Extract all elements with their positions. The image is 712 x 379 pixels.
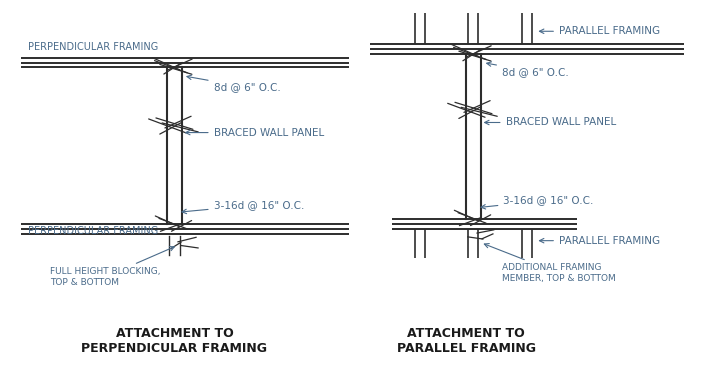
Text: PERPENDICULAR FRAMING: PERPENDICULAR FRAMING: [28, 42, 159, 52]
Text: 8d @ 6" O.C.: 8d @ 6" O.C.: [187, 75, 281, 92]
Text: PARALLEL FRAMING: PARALLEL FRAMING: [540, 236, 660, 246]
Text: PARALLEL FRAMING: PARALLEL FRAMING: [540, 26, 660, 36]
Text: ATTACHMENT TO: ATTACHMENT TO: [115, 327, 234, 340]
Text: PERPENDICULAR FRAMING: PERPENDICULAR FRAMING: [81, 342, 268, 355]
Text: PARALLEL FRAMING: PARALLEL FRAMING: [397, 342, 536, 355]
Text: ADDITIONAL FRAMING
MEMBER, TOP & BOTTOM: ADDITIONAL FRAMING MEMBER, TOP & BOTTOM: [484, 244, 616, 283]
Text: BRACED WALL PANEL: BRACED WALL PANEL: [186, 128, 324, 138]
Text: BRACED WALL PANEL: BRACED WALL PANEL: [485, 117, 616, 127]
Text: FULL HEIGHT BLOCKING,
TOP & BOTTOM: FULL HEIGHT BLOCKING, TOP & BOTTOM: [50, 247, 174, 287]
Text: PERPENDICULAR FRAMING: PERPENDICULAR FRAMING: [28, 226, 159, 236]
Text: 8d @ 6" O.C.: 8d @ 6" O.C.: [487, 62, 569, 77]
Text: 3-16d @ 16" O.C.: 3-16d @ 16" O.C.: [481, 195, 594, 209]
Text: ATTACHMENT TO: ATTACHMENT TO: [407, 327, 525, 340]
Text: 3-16d @ 16" O.C.: 3-16d @ 16" O.C.: [182, 200, 304, 214]
